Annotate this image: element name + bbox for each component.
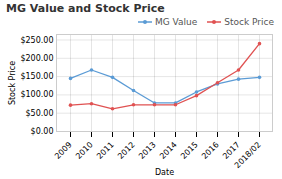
svg-text:2009: 2009 xyxy=(53,140,74,161)
svg-text:2016: 2016 xyxy=(200,140,221,161)
svg-text:2010: 2010 xyxy=(74,140,95,161)
svg-text:2017: 2017 xyxy=(221,140,242,161)
html-text:MG Value: MG Value xyxy=(154,17,198,27)
html-text:MG Value and Stock Price: MG Value and Stock Price xyxy=(6,2,165,15)
svg-text:$0.00: $0.00 xyxy=(31,127,54,136)
svg-text:$150.00: $150.00 xyxy=(20,72,53,81)
svg-text:$50.00: $50.00 xyxy=(26,109,54,118)
svg-text:2011: 2011 xyxy=(95,140,116,161)
svg-text:2014: 2014 xyxy=(158,140,179,161)
svg-text:2013: 2013 xyxy=(137,140,158,161)
html-text:Stock Price: Stock Price xyxy=(224,17,274,27)
svg-text:$100.00: $100.00 xyxy=(20,90,53,99)
svg-text:2018/02: 2018/02 xyxy=(233,140,263,170)
svg-text:$200.00: $200.00 xyxy=(20,54,53,63)
svg-text:Stock Price: Stock Price xyxy=(8,61,17,105)
svg-text:2012: 2012 xyxy=(116,140,137,161)
svg-text:$250.00: $250.00 xyxy=(20,36,53,45)
svg-text:Date: Date xyxy=(155,168,174,177)
svg-text:2015: 2015 xyxy=(179,140,200,161)
